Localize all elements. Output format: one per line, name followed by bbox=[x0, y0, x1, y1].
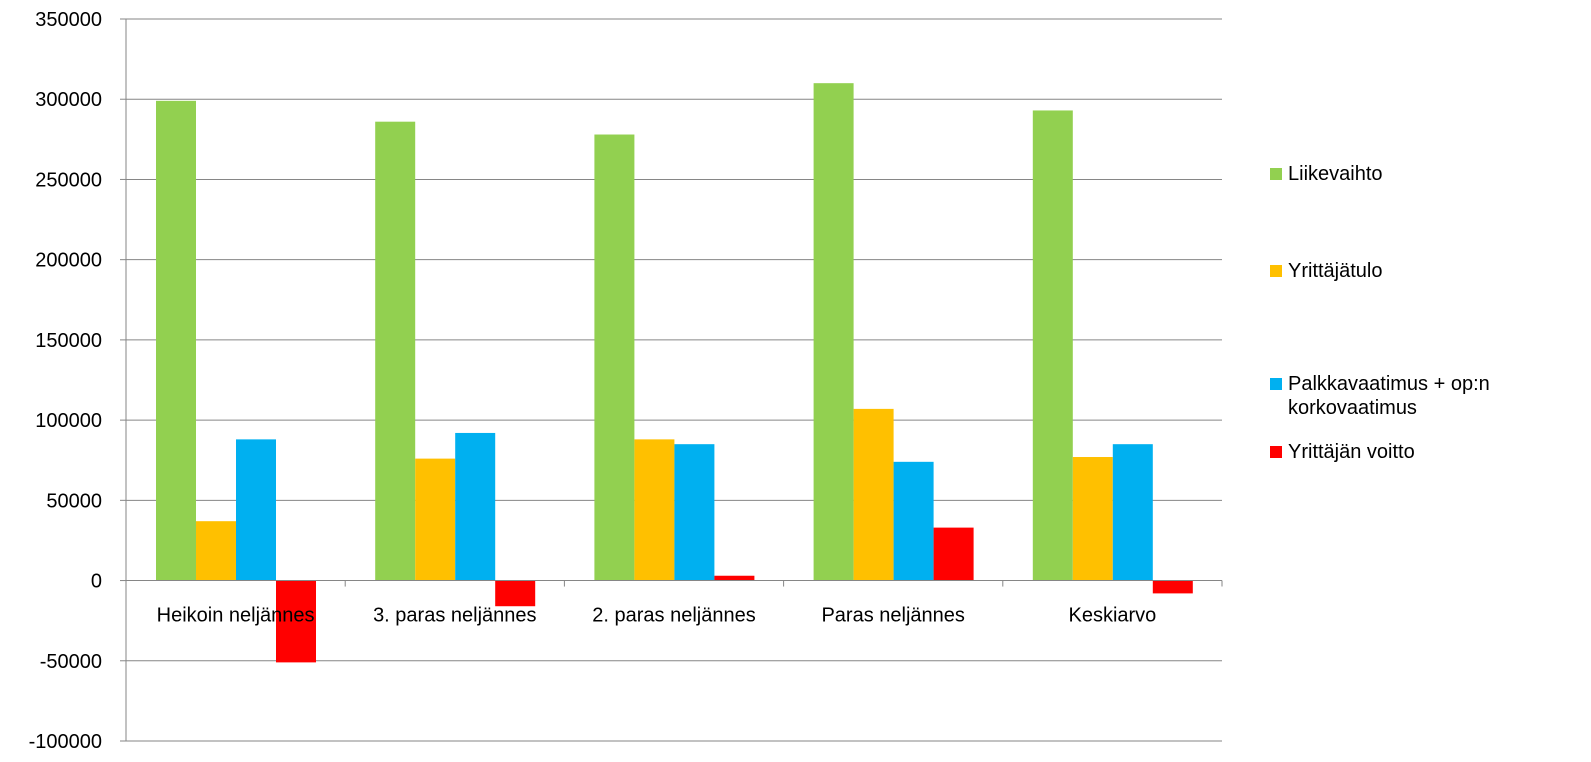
y-tick-label: 50000 bbox=[46, 490, 102, 512]
bar-4-4 bbox=[933, 527, 974, 581]
x-category-label: 3. paras neljännes bbox=[373, 605, 536, 627]
x-category-label: Keskiarvo bbox=[1068, 605, 1156, 627]
legend-item: Palkkavaatimus + op:n korkovaatimus bbox=[1270, 372, 1588, 420]
bar-4-1 bbox=[276, 580, 316, 663]
y-tick-label: 100000 bbox=[35, 410, 102, 432]
bar-4-5 bbox=[1152, 580, 1193, 594]
legend-item: Yrittäjätulo bbox=[1270, 259, 1588, 283]
bar-3-3 bbox=[674, 444, 715, 581]
y-tick-label: 150000 bbox=[35, 330, 102, 352]
legend-swatch bbox=[1270, 168, 1282, 180]
y-tick-label: -100000 bbox=[29, 731, 102, 753]
y-tick-label: 250000 bbox=[35, 169, 102, 191]
bar-1-3 bbox=[594, 134, 635, 581]
bar-3-5 bbox=[1112, 444, 1153, 581]
legend-label: Palkkavaatimus + op:n korkovaatimus bbox=[1288, 373, 1490, 419]
bar-3-1 bbox=[236, 439, 276, 581]
bar-3-4 bbox=[893, 461, 934, 581]
bar-3-2 bbox=[455, 432, 496, 581]
bar-2-5 bbox=[1072, 457, 1113, 581]
legend-swatch bbox=[1270, 265, 1282, 277]
legend-label: Yrittäjätulo bbox=[1288, 260, 1383, 282]
legend-swatch bbox=[1270, 446, 1282, 458]
bar-2-4 bbox=[853, 408, 894, 581]
x-category-label: Paras neljännes bbox=[821, 605, 964, 627]
legend-label: Yrittäjän voitto bbox=[1288, 441, 1415, 463]
bar-2-3 bbox=[634, 439, 675, 581]
legend-label: Liikevaihto bbox=[1288, 163, 1383, 185]
tick-labels: -100000 -50000 0 50000 100000 150000 200000 250… bbox=[29, 9, 1157, 753]
legend-item: Yrittäjän voitto bbox=[1270, 440, 1588, 464]
bar-1-1 bbox=[156, 100, 196, 581]
x-category-label: 2. paras neljännes bbox=[592, 605, 755, 627]
bar-1-4 bbox=[813, 83, 854, 581]
bar-2-1 bbox=[196, 521, 236, 581]
bar-4-2 bbox=[495, 580, 536, 607]
legend-swatch bbox=[1270, 378, 1282, 390]
y-tick-label: 0 bbox=[91, 571, 102, 593]
bar-1-5 bbox=[1032, 110, 1073, 581]
legend-item: Liikevaihto bbox=[1270, 162, 1588, 186]
bar-1-2 bbox=[375, 121, 416, 581]
axes bbox=[120, 18, 1223, 742]
y-tick-label: 300000 bbox=[35, 89, 102, 111]
y-tick-label: 350000 bbox=[35, 9, 102, 31]
bar-2-2 bbox=[415, 458, 456, 581]
bars bbox=[156, 83, 1193, 663]
x-category-label: Heikoin neljännes bbox=[157, 605, 315, 627]
bar-4-3 bbox=[714, 575, 755, 581]
y-tick-label: 200000 bbox=[35, 250, 102, 272]
y-tick-label: -50000 bbox=[40, 651, 102, 673]
